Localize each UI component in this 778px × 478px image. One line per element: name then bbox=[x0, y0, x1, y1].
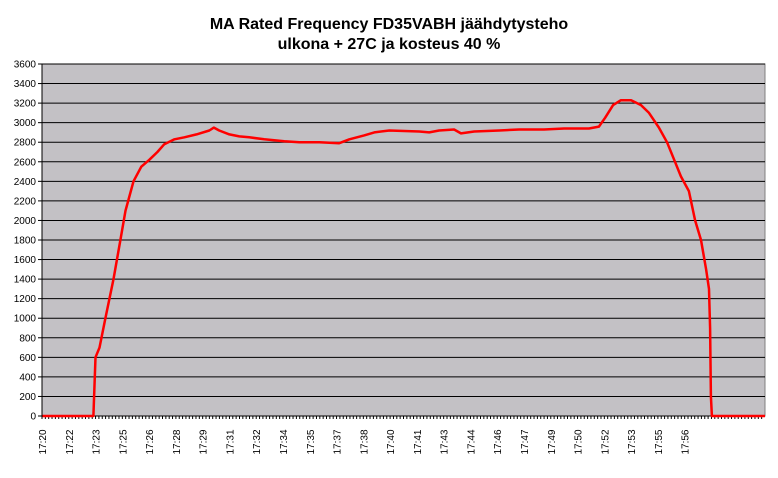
x-tick-label: 17:29 bbox=[199, 429, 210, 454]
x-tick-label: 17:55 bbox=[654, 429, 665, 454]
chart-subtitle: ulkona + 27C ja kosteus 40 % bbox=[277, 36, 501, 53]
x-tick-label: 17:44 bbox=[466, 429, 477, 454]
x-tick-label: 17:25 bbox=[118, 429, 129, 454]
y-tick-label: 400 bbox=[19, 372, 36, 383]
y-tick-label: 3400 bbox=[14, 79, 37, 90]
x-tick-label: 17:32 bbox=[252, 429, 263, 454]
x-tick-label: 17:50 bbox=[574, 429, 585, 454]
x-tick-label: 17:56 bbox=[681, 429, 692, 454]
y-tick-label: 3200 bbox=[14, 99, 37, 110]
y-tick-label: 1800 bbox=[14, 236, 37, 247]
x-tick-label: 17:22 bbox=[65, 429, 76, 454]
y-tick-label: 1200 bbox=[14, 294, 37, 305]
x-tick-label: 17:43 bbox=[440, 429, 451, 454]
x-tick-label: 17:35 bbox=[306, 429, 317, 454]
y-tick-label: 800 bbox=[19, 333, 36, 344]
y-tick-label: 1400 bbox=[14, 275, 37, 286]
x-tick-label: 17:47 bbox=[520, 429, 531, 454]
x-tick-label: 17:20 bbox=[38, 429, 49, 454]
x-tick-label: 17:23 bbox=[92, 429, 103, 454]
y-tick-label: 2400 bbox=[14, 177, 37, 188]
x-tick-label: 17:52 bbox=[600, 429, 611, 454]
x-tick-label: 17:41 bbox=[413, 429, 424, 454]
y-tick-label: 600 bbox=[19, 353, 36, 364]
x-tick-label: 17:40 bbox=[386, 429, 397, 454]
x-tick-label: 17:37 bbox=[333, 429, 344, 454]
y-tick-label: 2000 bbox=[14, 216, 37, 227]
y-tick-label: 3000 bbox=[14, 118, 37, 129]
x-tick-label: 17:38 bbox=[359, 429, 370, 454]
y-tick-label: 3600 bbox=[14, 60, 37, 71]
x-tick-label: 17:53 bbox=[627, 429, 638, 454]
series-line bbox=[42, 98, 765, 418]
y-tick-label: 2600 bbox=[14, 157, 37, 168]
x-tick-label: 17:26 bbox=[145, 429, 156, 454]
x-tick-label: 17:49 bbox=[547, 429, 558, 454]
x-tick-label: 17:31 bbox=[225, 429, 236, 454]
x-tick-label: 17:28 bbox=[172, 429, 183, 454]
chart-title: MA Rated Frequency FD35VABH jäähdytysteh… bbox=[209, 16, 569, 33]
y-tick-label: 200 bbox=[19, 392, 36, 403]
x-tick-label: 17:46 bbox=[493, 429, 504, 454]
y-tick-label: 1000 bbox=[14, 314, 37, 325]
y-tick-label: 0 bbox=[30, 412, 36, 423]
y-tick-label: 2200 bbox=[14, 196, 37, 207]
x-tick-label: 17:34 bbox=[279, 429, 290, 454]
y-tick-label: 1600 bbox=[14, 255, 37, 266]
y-tick-label: 2800 bbox=[14, 138, 37, 149]
